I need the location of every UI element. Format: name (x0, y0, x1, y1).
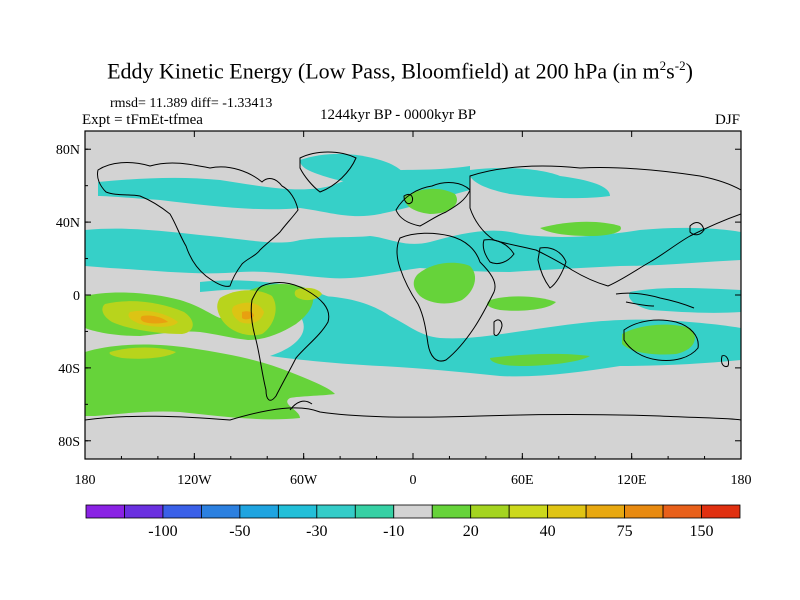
green-region-africa (413, 262, 476, 304)
colorbar-swatch (85, 504, 125, 519)
y-tick-label: 40N (56, 216, 80, 231)
yellowgreen-region-subtropical-south (109, 347, 176, 359)
x-tick-label: 120E (617, 473, 647, 488)
colorbar-label: -30 (306, 523, 327, 540)
cyan-region-west-pacific (628, 288, 741, 313)
coast-antarctic-peninsula (289, 400, 313, 411)
coastlines (85, 151, 741, 421)
x-tick-label: 0 (410, 473, 417, 488)
coast-north-america (97, 162, 299, 287)
chart-title: Eddy Kinetic Energy (Low Pass, Bloomfiel… (107, 58, 693, 84)
colorbar-label: -50 (229, 523, 250, 540)
coast-asia (469, 165, 741, 287)
colorbar-label: -10 (383, 523, 404, 540)
colorbar-label: 75 (617, 523, 633, 540)
cyan-region-siberia (470, 168, 610, 199)
orange-region-pacific-core (140, 315, 168, 324)
colorbar-swatch (124, 504, 164, 519)
stats-line: rmsd= 11.389 diff= -1.33413 (110, 96, 273, 111)
cyan-region-south-atlantic (270, 295, 741, 377)
cyan-region-arctic-atlantic (300, 153, 407, 185)
colorbar-swatch (585, 504, 625, 519)
green-region-asia-jet (540, 221, 621, 236)
yellowgreen-region-southeast-brazil (294, 287, 322, 301)
coast-greenland (299, 151, 357, 193)
coast-indonesia (615, 292, 695, 309)
map-axes: 180 120W 60W 0 60E 120E 180 80N 40N 0 40S 80S (56, 131, 752, 488)
y-tick-label: 80N (56, 143, 80, 158)
colorbar-swatch (431, 504, 472, 519)
y-tick-label: 40S (58, 362, 80, 377)
colorbar-swatch (624, 504, 664, 519)
cyan-region-subtropical-jet (85, 227, 741, 279)
coast-new-zealand (721, 355, 729, 367)
colorbar-swatch (162, 504, 202, 519)
coast-japan (689, 222, 705, 236)
colorbar-swatch (239, 504, 279, 519)
season-label: DJF (714, 112, 740, 128)
colorbar-label: -100 (148, 523, 177, 540)
colorbar-swatch (508, 504, 549, 519)
y-tick-label: 80S (58, 435, 80, 450)
y-tick-label: 0 (73, 289, 80, 304)
x-tick-label: 120W (177, 473, 212, 488)
colorbar-label: 40 (540, 523, 556, 540)
eke-difference-fill (85, 153, 741, 420)
coast-africa (396, 232, 496, 362)
colorbar-swatch (354, 504, 395, 519)
colorbar: -100 -50 -30 -10 20 40 75 150 (85, 504, 741, 540)
colorbar-swatch (470, 504, 510, 519)
colorbar-swatch (547, 504, 587, 519)
colorbar-swatch (201, 504, 241, 519)
period-label: 1244kyr BP - 0000kyr BP (320, 107, 477, 123)
green-region-south-indian (490, 353, 590, 366)
green-region-indian-ocean (487, 296, 556, 311)
colorbar-swatch (316, 504, 356, 519)
coast-india (537, 247, 567, 289)
x-tick-label: 180 (731, 473, 752, 488)
coast-madagascar (493, 319, 503, 337)
colorbar-swatch (277, 504, 318, 519)
coast-uk (403, 193, 413, 205)
experiment-label: Expt = tFmEt-tfmea (82, 112, 203, 128)
coast-australia (623, 319, 699, 361)
colorbar-label: 150 (690, 523, 714, 540)
x-tick-label: 60W (290, 473, 318, 488)
coast-south-america (250, 282, 330, 401)
x-tick-label: 180 (75, 473, 96, 488)
colorbar-label: 20 (463, 523, 479, 540)
green-region-south-pacific (85, 344, 335, 420)
green-region-australia (622, 324, 695, 355)
coast-arabia (482, 239, 515, 265)
green-region-north-atlantic (404, 188, 458, 214)
coast-europe (395, 182, 471, 227)
colorbar-swatch (393, 504, 433, 519)
x-tick-label: 60E (511, 473, 534, 488)
colorbar-swatch (701, 504, 741, 519)
colorbar-swatch (662, 504, 702, 519)
coast-antarctica (85, 407, 741, 421)
